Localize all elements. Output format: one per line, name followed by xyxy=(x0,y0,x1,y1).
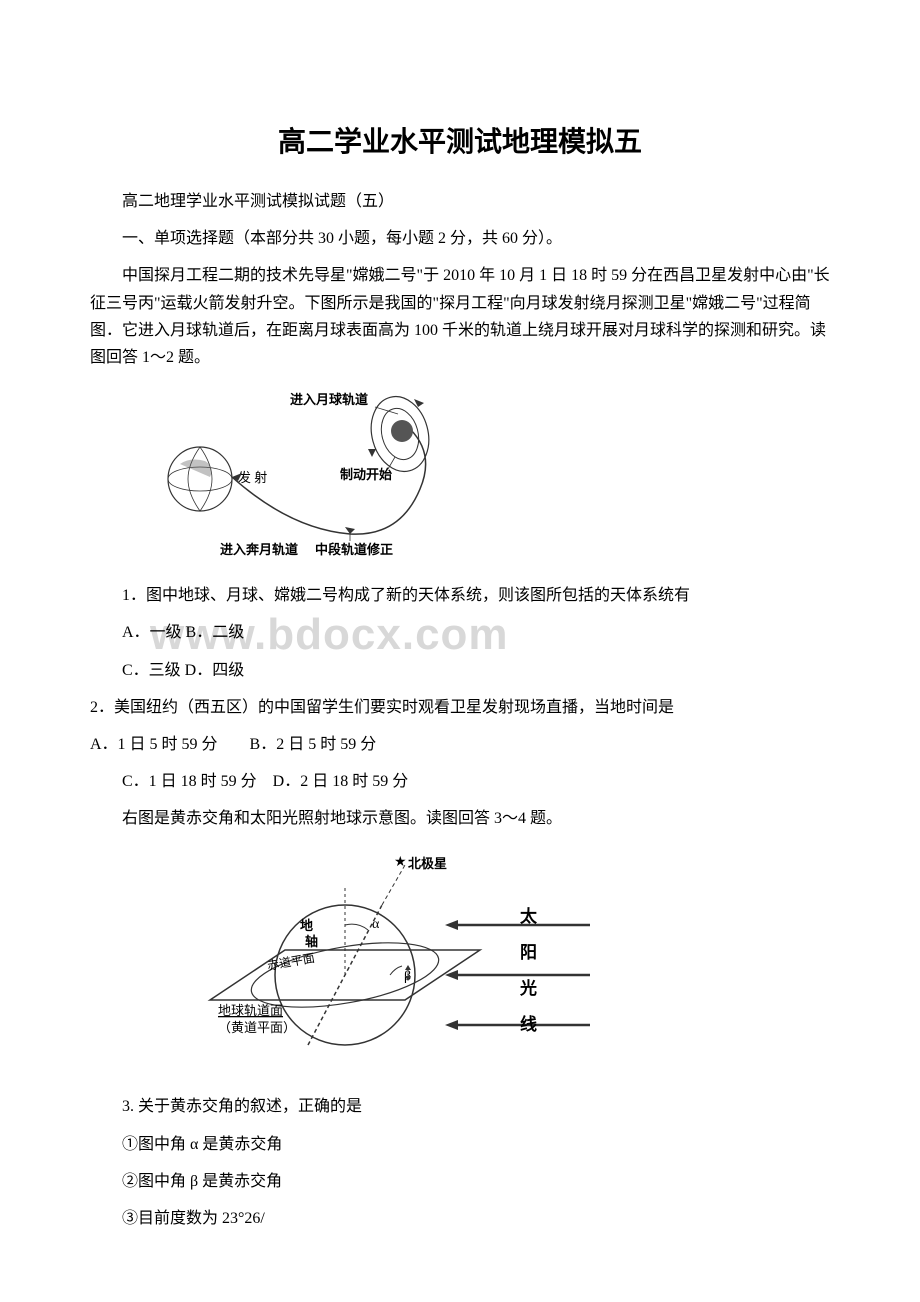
fig2-sun-label1: 太 xyxy=(520,906,538,926)
fig1-midcourse-label: 中段轨道修正 xyxy=(315,542,393,557)
fig2-orbit-label2: （黄道平面） xyxy=(218,1020,296,1035)
question-intro-2: 右图是黄赤交角和太阳光照射地球示意图。读图回答 3～4 题。 xyxy=(90,805,830,832)
fig2-axis-label1: 地 xyxy=(300,918,313,933)
question-3-item-1: ①图中角 α 是黄赤交角 xyxy=(90,1131,830,1158)
fig2-sun-label3: 光 xyxy=(519,978,537,998)
question-3-item-2: ②图中角 β 是黄赤交角 xyxy=(90,1168,830,1195)
fig1-braking-label: 制动开始 xyxy=(340,467,392,482)
fig2-alpha: α xyxy=(372,917,380,932)
figure-2: ★ 北极星 地 轴 赤道平面 地球轨道面 （黄道平面） α β xyxy=(190,850,830,1075)
question-3-item-3: ③目前度数为 23°26/ xyxy=(90,1205,830,1232)
question-2-options-cd: C．1 日 18 时 59 分 D．2 日 18 时 59 分 xyxy=(90,768,830,795)
fig1-launch-label: 发 射 xyxy=(238,470,267,485)
figure-1: 发 射 进入月球轨道 制动开始 进入奔月轨道 中段轨道修正 xyxy=(150,389,830,564)
question-2: 2．美国纽约（西五区）的中国留学生们要实时观看卫星发射现场直播，当地时间是 xyxy=(90,694,830,721)
fig1-pass-label: 进入奔月轨道 xyxy=(220,542,298,557)
question-3: 3. 关于黄赤交角的叙述，正确的是 xyxy=(90,1093,830,1120)
document-content: 高二学业水平测试地理模拟五 高二地理学业水平测试模拟试题（五） 一、单项选择题（… xyxy=(90,120,830,1232)
fig2-polaris-label: 北极星 xyxy=(408,856,447,871)
question-1: 1．图中地球、月球、嫦娥二号构成了新的天体系统，则该图所包括的天体系统有 xyxy=(90,582,830,609)
question-1-options-ab: A．一级 B．二级 xyxy=(90,619,830,646)
page-title: 高二学业水平测试地理模拟五 xyxy=(90,120,830,160)
svg-text:★: ★ xyxy=(394,855,407,870)
fig2-sun-label4: 线 xyxy=(520,1014,537,1034)
fig2-sun-label2: 阳 xyxy=(520,943,537,962)
fig2-orbit-label1: 地球轨道面 xyxy=(218,1003,283,1018)
question-intro-1: 中国探月工程二期的技术先导星"嫦娥二号"于 2010 年 10 月 1 日 18… xyxy=(90,262,830,371)
fig1-enter-moon-label: 进入月球轨道 xyxy=(290,392,368,407)
fig2-equator-label: 赤道平面 xyxy=(266,951,316,973)
question-2-options-ab: A．1 日 5 时 59 分 B．2 日 5 时 59 分 xyxy=(90,731,830,758)
section-heading: 一、单项选择题（本部分共 30 小题，每小题 2 分，共 60 分）。 xyxy=(90,225,830,252)
question-1-options-cd: C．三级 D．四级 xyxy=(90,657,830,684)
fig2-axis-label2: 轴 xyxy=(305,934,318,949)
subtitle: 高二地理学业水平测试模拟试题（五） xyxy=(90,188,830,215)
